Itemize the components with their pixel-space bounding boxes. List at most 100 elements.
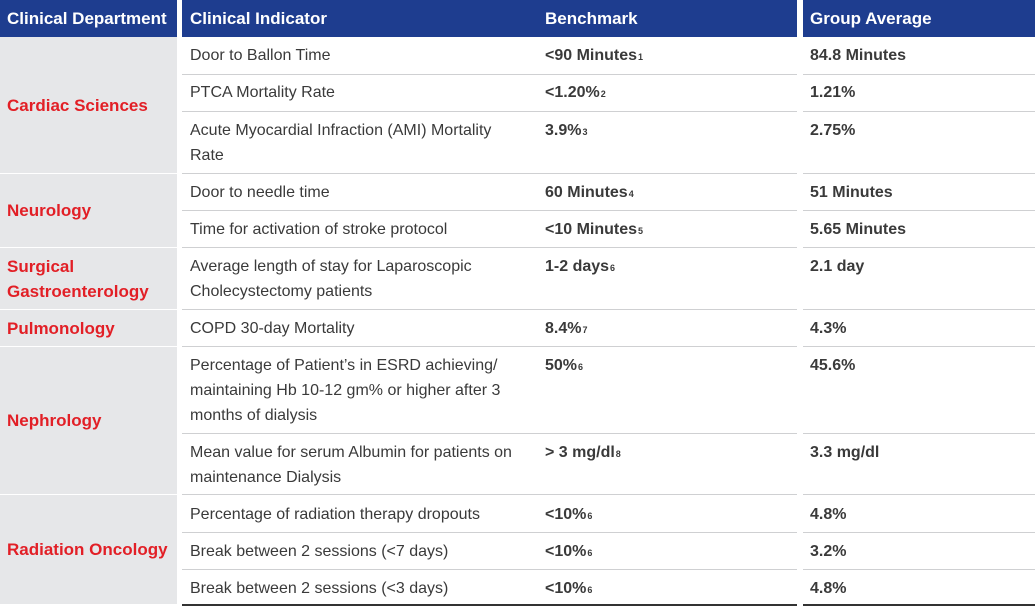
row-divider bbox=[182, 569, 797, 570]
row-divider bbox=[182, 433, 797, 434]
footnote-ref: 6 bbox=[610, 263, 616, 273]
row-divider bbox=[803, 210, 1035, 211]
benchmark-cell: 1-2 days6 bbox=[537, 254, 797, 279]
department-divider bbox=[0, 494, 177, 495]
header-group-average: Group Average bbox=[803, 0, 1035, 37]
average-cell: 4.8% bbox=[810, 580, 847, 597]
row-divider bbox=[803, 74, 1035, 75]
benchmark-cell: <90 Minutes1 bbox=[537, 43, 797, 68]
benchmark-cell: <10 Minutes5 bbox=[537, 217, 797, 242]
indicator-cell: Door to Ballon Time bbox=[190, 47, 331, 64]
row-divider bbox=[182, 247, 797, 248]
indicator-cell: COPD 30-day Mortality bbox=[190, 320, 355, 337]
row-divider bbox=[182, 210, 797, 211]
row-divider bbox=[182, 309, 797, 310]
benchmark-value: 60 Minutes bbox=[545, 184, 628, 201]
department-cell: Nephrology bbox=[0, 347, 177, 494]
average-cell: 51 Minutes bbox=[810, 184, 893, 201]
footnote-ref: 1 bbox=[638, 52, 644, 62]
benchmark-cell: 8.4%7 bbox=[537, 316, 797, 341]
row-divider bbox=[803, 111, 1035, 112]
indicator-cell: Break between 2 sessions (<3 days) bbox=[190, 580, 449, 597]
benchmark-cell: > 3 mg/dl8 bbox=[537, 440, 797, 465]
table-bottom-rule bbox=[182, 604, 797, 606]
department-cell: Surgical Gastroenterology bbox=[0, 248, 177, 309]
row-divider bbox=[182, 532, 797, 533]
department-cell: Cardiac Sciences bbox=[0, 37, 177, 173]
indicator-cell: Door to needle time bbox=[190, 184, 330, 201]
department-divider bbox=[0, 346, 177, 347]
benchmark-value: 50% bbox=[545, 357, 578, 374]
department-cell: Neurology bbox=[0, 174, 177, 247]
row-divider bbox=[803, 569, 1035, 570]
department-divider bbox=[0, 247, 177, 248]
footnote-ref: 2 bbox=[600, 89, 606, 99]
row-divider bbox=[182, 111, 797, 112]
average-cell: 45.6% bbox=[810, 357, 856, 374]
footnote-ref: 4 bbox=[628, 189, 634, 199]
benchmark-cell: 50%6 bbox=[537, 353, 797, 378]
row-divider bbox=[182, 173, 797, 174]
indicator-cell: Average length of stay for Laparoscopic … bbox=[190, 258, 472, 300]
footnote-ref: 6 bbox=[578, 362, 584, 372]
row-divider bbox=[182, 346, 797, 347]
table-bottom-rule bbox=[803, 604, 1035, 606]
average-cell: 4.3% bbox=[810, 320, 847, 337]
benchmark-cell: <10%6 bbox=[537, 576, 797, 601]
benchmark-value: <90 Minutes bbox=[545, 47, 638, 64]
indicator-cell: Mean value for serum Albumin for patient… bbox=[190, 444, 512, 486]
benchmark-value: <10% bbox=[545, 506, 587, 523]
row-divider bbox=[803, 532, 1035, 533]
row-divider bbox=[803, 309, 1035, 310]
row-divider bbox=[803, 247, 1035, 248]
row-divider bbox=[803, 433, 1035, 434]
benchmark-value: <10% bbox=[545, 580, 587, 597]
header-clinical-indicator: Clinical Indicator bbox=[182, 0, 537, 37]
benchmark-cell: <10%6 bbox=[537, 502, 797, 527]
footnote-ref: 5 bbox=[638, 226, 644, 236]
average-cell: 1.21% bbox=[810, 84, 856, 101]
department-cell: Radiation Oncology bbox=[0, 495, 177, 604]
footnote-ref: 6 bbox=[587, 548, 593, 558]
indicator-cell: Acute Myocardial Infraction (AMI) Mortal… bbox=[190, 122, 492, 164]
footnote-ref: 6 bbox=[587, 585, 593, 595]
average-cell: 4.8% bbox=[810, 506, 847, 523]
average-cell: 2.75% bbox=[810, 122, 856, 139]
header-clinical-department: Clinical Department bbox=[0, 0, 177, 37]
benchmark-value: > 3 mg/dl bbox=[545, 444, 615, 461]
average-cell: 2.1 day bbox=[810, 258, 865, 275]
benchmark-cell: <10%6 bbox=[537, 539, 797, 564]
indicator-cell: Break between 2 sessions (<7 days) bbox=[190, 543, 449, 560]
benchmark-cell: 60 Minutes4 bbox=[537, 180, 797, 205]
footnote-ref: 8 bbox=[615, 449, 621, 459]
benchmark-value: <10 Minutes bbox=[545, 221, 638, 238]
department-divider bbox=[0, 173, 177, 174]
department-divider bbox=[0, 309, 177, 310]
average-cell: 5.65 Minutes bbox=[810, 221, 907, 238]
average-cell: 84.8 Minutes bbox=[810, 47, 907, 64]
row-divider bbox=[182, 74, 797, 75]
average-cell: 3.2% bbox=[810, 543, 847, 560]
benchmark-cell: <1.20%2 bbox=[537, 80, 797, 105]
footnote-ref: 7 bbox=[582, 325, 588, 335]
indicator-cell: Time for activation of stroke protocol bbox=[190, 221, 448, 238]
footnote-ref: 3 bbox=[582, 127, 588, 137]
header-benchmark: Benchmark bbox=[537, 0, 797, 37]
benchmark-value: 3.9% bbox=[545, 122, 582, 139]
row-divider bbox=[803, 494, 1035, 495]
row-divider bbox=[182, 494, 797, 495]
department-cell: Pulmonology bbox=[0, 310, 177, 346]
row-divider bbox=[803, 346, 1035, 347]
benchmark-value: <10% bbox=[545, 543, 587, 560]
benchmark-value: <1.20% bbox=[545, 84, 600, 101]
indicator-cell: Percentage of Patient’s in ESRD achievin… bbox=[190, 357, 501, 424]
row-divider bbox=[803, 173, 1035, 174]
benchmark-cell: 3.9%3 bbox=[537, 118, 797, 143]
indicator-cell: PTCA Mortality Rate bbox=[190, 84, 335, 101]
indicator-cell: Percentage of radiation therapy dropouts bbox=[190, 506, 480, 523]
average-cell: 3.3 mg/dl bbox=[810, 444, 880, 461]
benchmark-value: 8.4% bbox=[545, 320, 582, 337]
footnote-ref: 6 bbox=[587, 511, 593, 521]
benchmark-value: 1-2 days bbox=[545, 258, 610, 275]
